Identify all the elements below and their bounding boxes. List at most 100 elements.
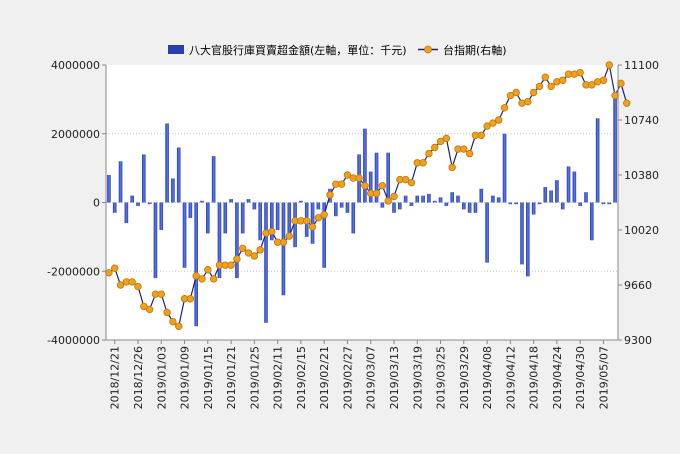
bar-mark [508, 202, 513, 205]
bar-mark [479, 188, 484, 203]
index-point [175, 322, 183, 330]
index-point [140, 302, 148, 311]
bar-mark [398, 202, 402, 210]
bar-mark [491, 195, 495, 203]
bar-mark [613, 94, 617, 203]
index-point [303, 217, 311, 225]
right-axis: 11100 10740 10380 10020 9660 9300 [617, 59, 659, 347]
index-point [111, 264, 119, 272]
legend-bar-label: 八大官股行庫買賣超金額(左軸，單位：千元) [189, 43, 407, 57]
index-point [355, 174, 363, 182]
bar-mark [462, 202, 466, 210]
bar-mark [473, 202, 478, 213]
index-point [588, 81, 596, 89]
index-point [489, 119, 497, 127]
bar-mark [543, 187, 548, 203]
bar-mark [211, 156, 216, 203]
index-point [134, 282, 142, 291]
index-point [227, 261, 235, 269]
bar-mark [345, 202, 350, 213]
index-point [326, 191, 334, 199]
bar-mark [467, 202, 472, 213]
bar-mark [432, 200, 437, 203]
bar-mark [275, 202, 280, 230]
x-tick-label: 2019/01/21 [225, 346, 238, 409]
index-point [541, 73, 549, 81]
index-point [378, 181, 387, 190]
bar-mark [601, 202, 606, 205]
index-point [343, 171, 352, 179]
index-point [448, 163, 456, 172]
bar-mark [217, 202, 222, 279]
index-point [547, 82, 555, 91]
x-tick-label: 2019/04/12 [504, 346, 517, 409]
legend-line-marker [424, 45, 432, 54]
index-point [611, 91, 619, 100]
bar-mark [206, 202, 210, 234]
right-tick-label: 9300 [624, 334, 652, 347]
index-point [337, 180, 346, 188]
bar-mark [159, 202, 164, 230]
bar-mark [316, 202, 321, 210]
index-point [233, 255, 241, 263]
bar-mark [130, 195, 134, 203]
x-tick-label: 2019/04/18 [528, 346, 541, 409]
bar-mark [322, 202, 326, 268]
bar-mark [537, 202, 542, 205]
index-point [477, 131, 485, 139]
right-tick-label: 10380 [624, 169, 659, 182]
index-point [495, 116, 503, 124]
bar-mark [142, 154, 146, 203]
bar-mark [560, 202, 565, 210]
bar-mark [595, 118, 600, 203]
bar-mark [450, 192, 454, 203]
index-point [599, 76, 608, 84]
left-tick-label: -4000000 [47, 334, 100, 347]
bar-mark [299, 200, 303, 203]
bar-mark [176, 147, 181, 203]
bar-mark [310, 202, 315, 244]
bar-mark [485, 202, 489, 263]
index-point [116, 281, 125, 289]
index-point [361, 181, 369, 190]
right-tick-label: 10020 [624, 224, 659, 237]
index-point [279, 238, 288, 246]
bar-mark [107, 175, 111, 203]
x-tick-label: 2019/03/13 [388, 346, 401, 409]
x-tick-label: 2018/12/26 [132, 346, 145, 409]
bar-mark [223, 202, 228, 234]
legend-bar-swatch [168, 45, 184, 54]
x-tick-label: 2019/01/09 [179, 346, 192, 409]
bar-mark [182, 202, 187, 268]
index-point [500, 104, 509, 112]
bar-mark [444, 202, 449, 206]
bar-mark [555, 180, 559, 203]
index-point [209, 275, 218, 283]
bar-mark [147, 202, 152, 205]
index-point [320, 211, 328, 219]
index-point [145, 305, 154, 314]
bar-mark [438, 197, 443, 203]
index-point [198, 275, 206, 283]
bar-mark [334, 202, 338, 217]
bar-mark [240, 202, 245, 234]
index-point [128, 278, 136, 286]
bar-mark [374, 152, 379, 203]
right-tick-label: 9660 [624, 279, 652, 292]
index-point [268, 227, 276, 236]
bar-mark [363, 128, 367, 203]
bar-mark [165, 123, 169, 203]
index-point [407, 178, 416, 187]
bar-mark [153, 202, 158, 279]
bar-mark [188, 202, 193, 218]
bar-mark [566, 166, 571, 203]
index-point [617, 79, 625, 88]
left-tick-label: 2000000 [51, 128, 100, 141]
x-tick-label: 2019/02/27 [341, 346, 354, 409]
index-point [384, 197, 392, 205]
bar-mark [607, 202, 612, 205]
bar-mark [409, 202, 414, 206]
x-tick-label: 2019/03/19 [411, 346, 424, 409]
index-point [576, 68, 584, 77]
